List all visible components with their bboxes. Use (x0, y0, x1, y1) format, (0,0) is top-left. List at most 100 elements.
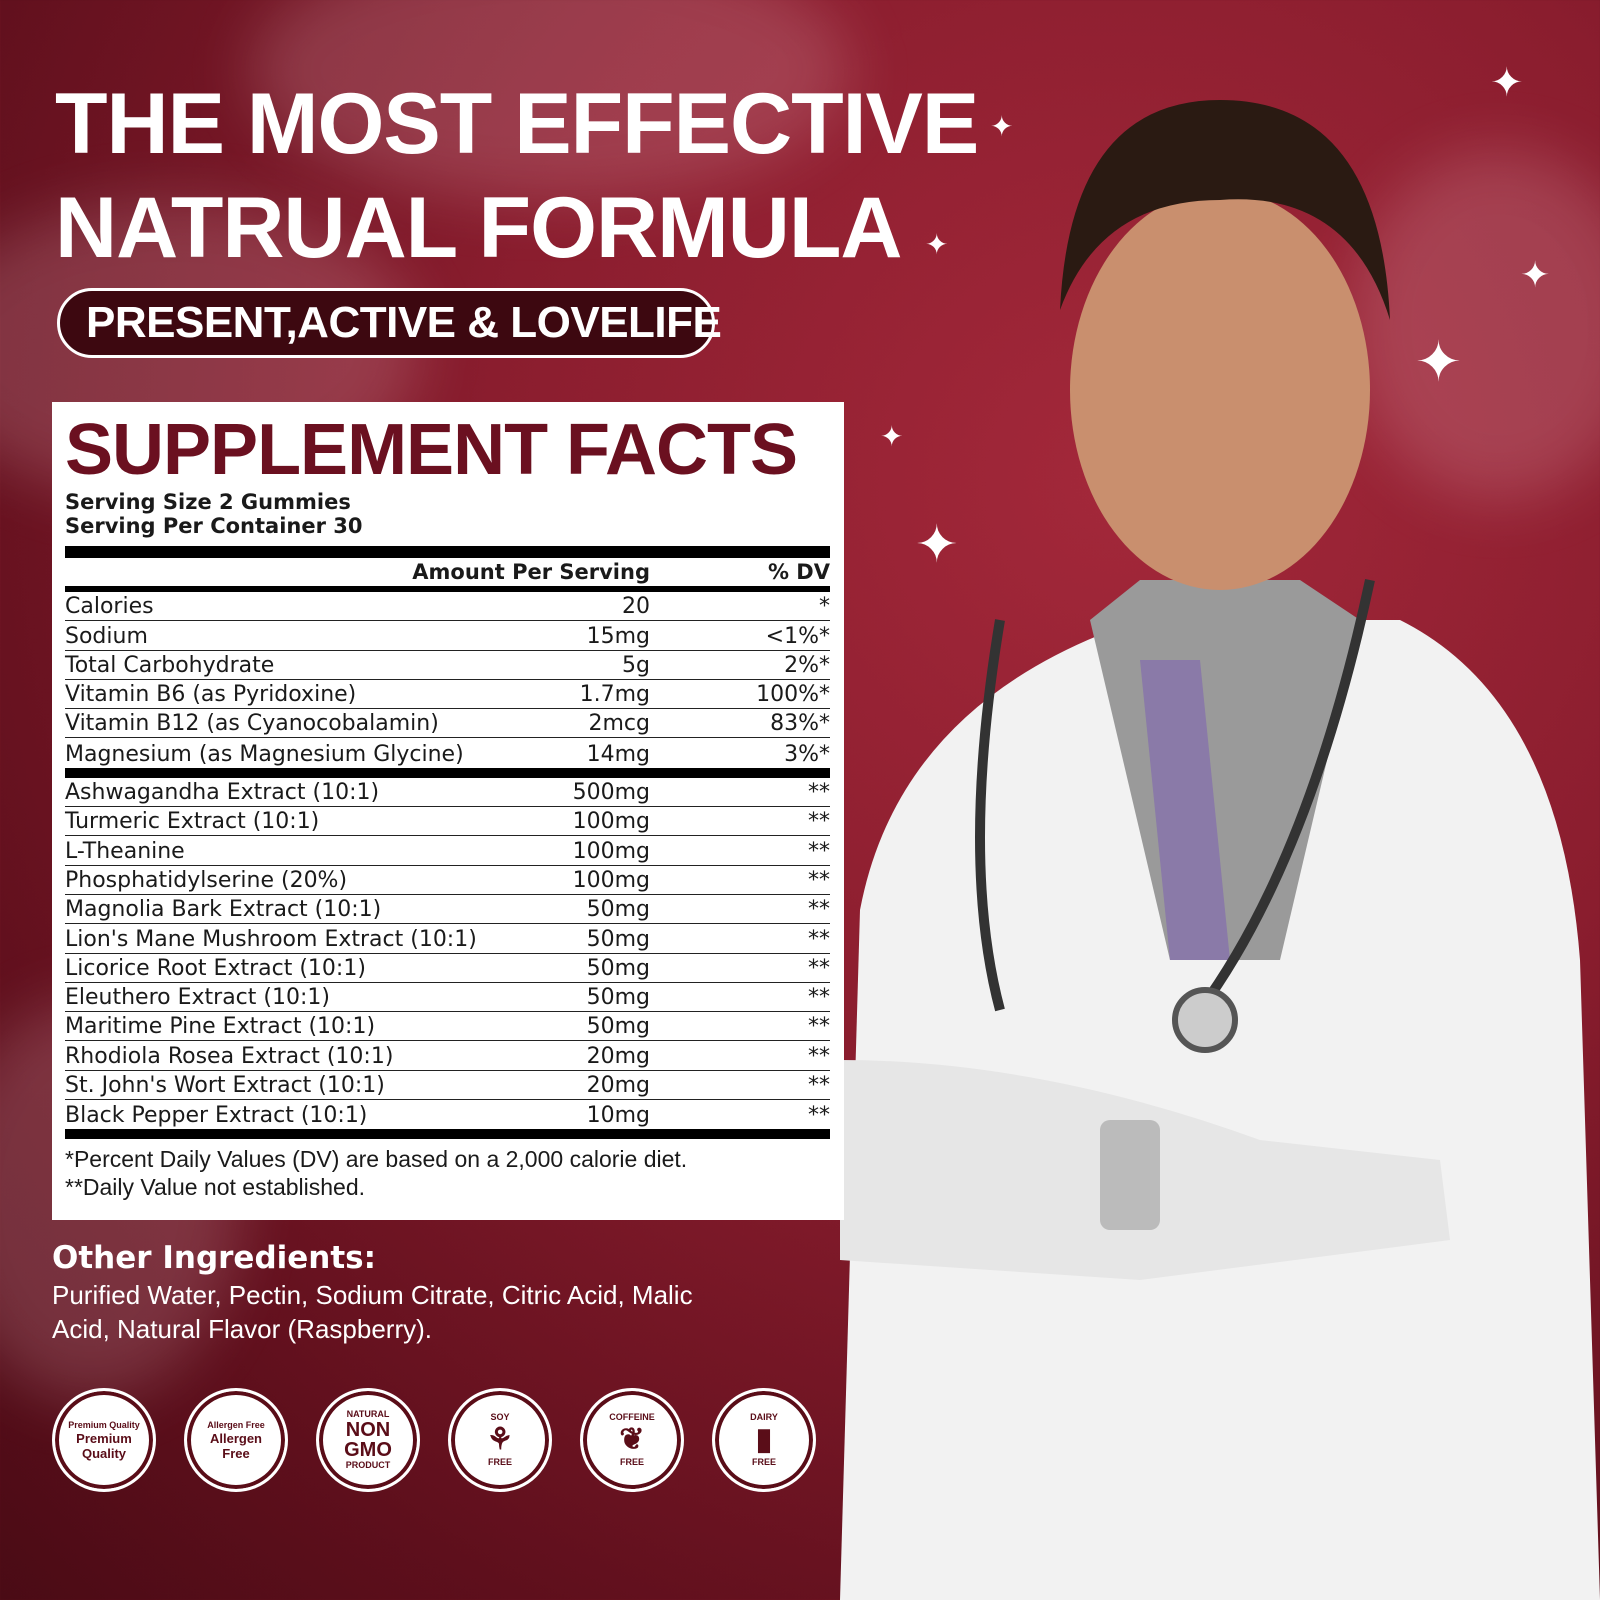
amount-header: Amount Per Serving (412, 560, 650, 584)
facts-row: Licorice Root Extract (10:1) 50mg ** (65, 954, 830, 983)
premium-quality-badge: Premium Quality Premium Quality (52, 1388, 156, 1492)
badge-ring-text: Premium Quality (68, 1419, 140, 1430)
doctor-photo (840, 100, 1600, 1600)
sparkle-icon: ✦ (1520, 255, 1551, 296)
ingredient-name: St. John's Wort Extract (10:1) (65, 1073, 385, 1099)
ingredient-name: Rhodiola Rosea Extract (10:1) (65, 1043, 394, 1069)
sparkle-icon: ✦ (1490, 60, 1524, 106)
badge-bottom-text: FREE (751, 1457, 776, 1467)
ingredient-dv: ** (808, 897, 830, 923)
ingredient-amount: 100mg (572, 809, 650, 835)
facts-row: Rhodiola Rosea Extract (10:1) 20mg ** (65, 1041, 830, 1071)
ingredient-amount: 10mg (586, 1103, 650, 1129)
ingredient-amount: 100mg (572, 867, 650, 893)
footnote-not-established: **Daily Value not established. (65, 1174, 366, 1201)
ingredient-amount: 20 (622, 594, 650, 620)
facts-row: Ashwagandha Extract (10:1) 500mg ** (65, 778, 830, 808)
ingredient-name: Turmeric Extract (10:1) (65, 809, 320, 835)
headline-line1: THE MOST EFFECTIVE (55, 76, 979, 172)
ingredient-name: Maritime Pine Extract (10:1) (65, 1014, 376, 1040)
facts-row: Total Carbohydrate 5g 2%* (65, 651, 830, 680)
facts-row: Lion's Mane Mushroom Extract (10:1) 50mg *… (65, 924, 830, 954)
divider (65, 546, 830, 558)
ingredient-dv: ** (808, 780, 830, 806)
ingredient-name: Eleuthero Extract (10:1) (65, 985, 330, 1011)
facts-header: Amount Per Serving % DV (65, 558, 830, 592)
cloud (1350, 150, 1600, 500)
ingredient-amount: 2mcg (588, 711, 651, 737)
ingredient-dv: 100%* (756, 682, 830, 708)
ingredient-dv: 2%* (784, 652, 830, 678)
cloud (250, 0, 850, 200)
ingredient-amount: 100mg (572, 838, 650, 864)
badge-row: Premium Quality Premium Quality Allergen … (52, 1388, 816, 1492)
other-ingredients-title: Other Ingredients: (52, 1240, 377, 1276)
ingredient-name: Black Pepper Extract (10:1) (65, 1103, 368, 1129)
ingredient-name: Licorice Root Extract (10:1) (65, 955, 366, 981)
sparkle-icon: ✦ (880, 420, 904, 453)
facts-row: Eleuthero Extract (10:1) 50mg ** (65, 983, 830, 1013)
ingredient-name: Vitamin B6 (as Pyridoxine) (65, 682, 357, 708)
facts-row: St. John's Wort Extract (10:1) 20mg ** (65, 1071, 830, 1101)
coffee-bean-icon: ❦ (619, 1423, 645, 1456)
ingredient-dv: ** (808, 867, 830, 893)
extract-list: Ashwagandha Extract (10:1) 500mg ** Turmeri… (65, 778, 830, 1130)
sparkle-icon: ✦ (1415, 330, 1462, 395)
facts-row: Phosphatidylserine (20%) 100mg ** (65, 866, 830, 895)
badge-bottom-text: PRODUCT (345, 1460, 391, 1470)
ingredient-dv: ** (808, 955, 830, 981)
dv-header: % DV (767, 560, 830, 584)
facts-row: Magnesium (as Magnesium Glycine) 14mg 3%* (65, 738, 830, 767)
ingredient-amount: 15mg (586, 623, 650, 649)
ingredient-name: Phosphatidylserine (20%) (65, 867, 348, 893)
ingredient-amount: 50mg (586, 985, 650, 1011)
serving-size: Serving Size 2 Gummies (65, 490, 351, 514)
ingredient-amount: 1.7mg (579, 682, 650, 708)
badge-bottom-text: FREE (487, 1457, 512, 1467)
facts-row: Maritime Pine Extract (10:1) 50mg ** (65, 1012, 830, 1042)
badge-ring-text: Allergen Free (207, 1419, 265, 1430)
sparkle-icon: ✦ (915, 515, 959, 575)
ingredient-name: Sodium (65, 623, 148, 649)
divider (65, 767, 830, 778)
ingredient-name: Total Carbohydrate (65, 652, 275, 678)
ingredient-name: L-Theanine (65, 838, 185, 864)
ingredient-dv: ** (808, 838, 830, 864)
ingredient-amount: 14mg (586, 741, 650, 767)
supplement-facts-panel: SUPPLEMENT FACTS Serving Size 2 Gummies … (52, 402, 844, 1220)
tagline-pill: PRESENT,ACTIVE & LOVELIFE (57, 288, 722, 358)
badge-top-text: DAIRY (750, 1412, 778, 1422)
ingredient-amount: 50mg (586, 955, 650, 981)
ingredient-amount: 50mg (586, 926, 650, 952)
facts-title: SUPPLEMENT FACTS (65, 410, 798, 490)
ingredient-name: Vitamin B12 (as Cyanocobalamin) (65, 711, 439, 737)
facts-row: Turmeric Extract (10:1) 100mg ** (65, 807, 830, 837)
sparkle-icon: ✦ (925, 228, 949, 261)
badge-top-text: NATURAL (346, 1409, 390, 1419)
ingredient-name: Calories (65, 594, 154, 620)
ingredient-dv: 83%* (770, 711, 830, 737)
servings-per-container: Serving Per Container 30 (65, 514, 363, 538)
ingredient-name: Magnesium (as Magnesium Glycine) (65, 741, 464, 767)
ingredient-amount: 5g (622, 652, 650, 678)
facts-row: Magnolia Bark Extract (10:1) 50mg ** (65, 895, 830, 925)
badge-center-text: Premium Quality (76, 1430, 132, 1461)
other-ingredients-text: Purified Water, Pectin, Sodium Citrate, … (52, 1280, 693, 1344)
facts-row: Sodium 15mg <1%* (65, 621, 830, 651)
badge-center-text: NON GMO (344, 1419, 392, 1461)
badge-center-text: Allergen Free (209, 1430, 262, 1461)
facts-row: Black Pepper Extract (10:1) 10mg ** (65, 1100, 830, 1129)
ingredient-dv: ** (808, 985, 830, 1011)
ingredient-amount: 500mg (572, 780, 650, 806)
ingredient-dv: ** (808, 1103, 830, 1129)
non-gmo-badge: NATURAL NON GMO PRODUCT (316, 1388, 420, 1492)
headline: THE MOST EFFECTIVE NATRUAL FORMULA (55, 72, 979, 280)
dairy-free-badge: DAIRY ▮ FREE (712, 1388, 816, 1492)
ingredient-dv: 3%* (784, 741, 830, 767)
ingredient-dv: * (819, 594, 830, 620)
ingredient-amount: 50mg (586, 897, 650, 923)
allergen-free-badge: Allergen Free Allergen Free (184, 1388, 288, 1492)
soy-free-badge: SOY ⚘ FREE (448, 1388, 552, 1492)
ingredient-name: Magnolia Bark Extract (10:1) (65, 897, 382, 923)
ingredient-amount: 20mg (586, 1073, 650, 1099)
